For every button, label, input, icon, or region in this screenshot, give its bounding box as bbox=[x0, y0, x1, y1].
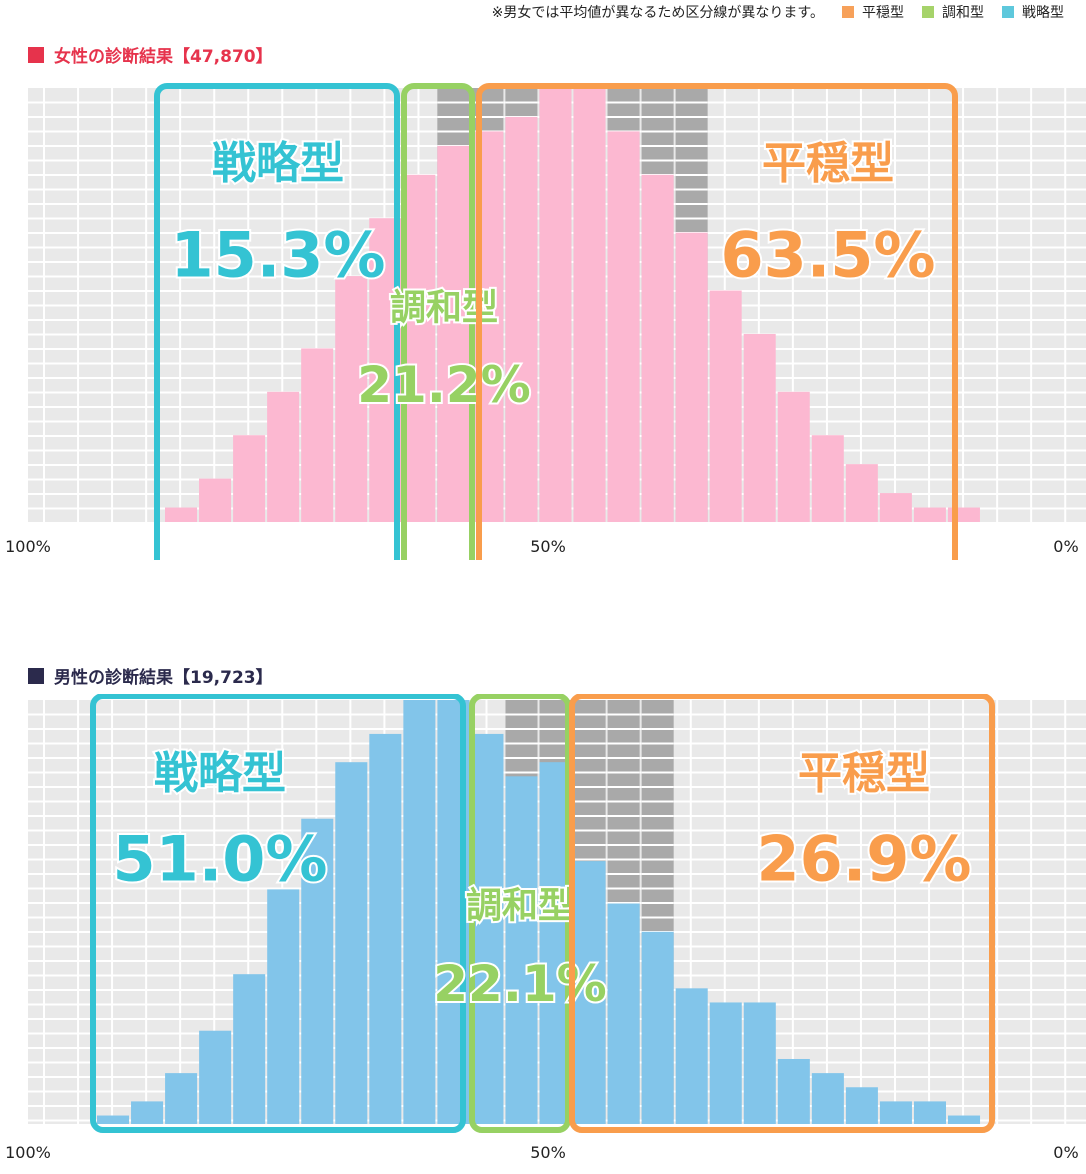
male-bar bbox=[675, 988, 708, 1124]
female-bar bbox=[811, 435, 844, 522]
legend-swatch-calm bbox=[842, 6, 854, 18]
female-bar bbox=[539, 88, 572, 522]
female-segment-type-calm: 平穏型 bbox=[762, 138, 894, 189]
male-histogram: 戦略型 51.0% 調和型 22.1% 平穏型 26.9% 100% 50% 0% bbox=[5, 694, 1086, 1162]
female-bar bbox=[675, 232, 708, 522]
male-x-tick-label: 100% bbox=[5, 1143, 51, 1162]
male-bar bbox=[948, 1115, 981, 1124]
male-bar bbox=[641, 931, 674, 1124]
male-bar bbox=[97, 1115, 130, 1124]
female-segment-type-strategy: 戦略型 bbox=[212, 138, 344, 189]
male-bar bbox=[607, 903, 640, 1124]
female-x-tick-label: 100% bbox=[5, 537, 51, 556]
female-segment-percent-strategy: 15.3% bbox=[170, 218, 385, 291]
female-bar bbox=[505, 116, 538, 522]
male-bar bbox=[233, 974, 266, 1124]
male-bar bbox=[845, 1087, 878, 1124]
male-segment-percent-calm: 26.9% bbox=[756, 822, 971, 895]
male-bar bbox=[811, 1073, 844, 1124]
legend-note: ※男女では平均値が異なるため区分線が異なります。 bbox=[491, 5, 824, 21]
female-title-square bbox=[28, 46, 44, 63]
male-segment-percent-strategy: 51.0% bbox=[112, 822, 327, 895]
female-segment-box-harmony bbox=[401, 83, 475, 560]
female-bar bbox=[233, 435, 266, 522]
legend-label-calm: 平穏型 bbox=[862, 5, 904, 21]
female-segment-percent-harmony: 21.2% bbox=[357, 356, 530, 414]
male-bar bbox=[267, 889, 300, 1124]
male-segment-percent-harmony: 22.1% bbox=[433, 955, 606, 1013]
legend: ※男女では平均値が異なるため区分線が異なります。 平穏型 調和型 戦略型 bbox=[492, 2, 1064, 22]
legend-swatch-strategy bbox=[1002, 6, 1014, 18]
female-bar bbox=[267, 391, 300, 522]
legend-swatch-harmony bbox=[922, 6, 934, 18]
female-bar bbox=[607, 131, 640, 522]
female-bar bbox=[743, 333, 776, 522]
female-segment-percent-calm: 63.5% bbox=[720, 218, 935, 291]
female-bar bbox=[199, 478, 232, 522]
male-bar bbox=[913, 1101, 946, 1124]
male-segment-box-harmony bbox=[469, 694, 571, 1133]
female-bar bbox=[777, 391, 810, 522]
female-chart-title-row: 女性の診断結果【47,870】 bbox=[28, 42, 273, 67]
male-segment-type-strategy: 戦略型 bbox=[154, 748, 286, 799]
male-title-square bbox=[28, 667, 44, 684]
male-bar bbox=[709, 1002, 742, 1124]
female-bar bbox=[165, 507, 198, 522]
male-bar bbox=[165, 1073, 198, 1124]
male-bar bbox=[573, 861, 606, 1124]
male-bar bbox=[131, 1101, 164, 1124]
female-segment-box-calm bbox=[476, 83, 958, 560]
male-bar bbox=[879, 1101, 912, 1124]
female-bar bbox=[403, 174, 436, 523]
male-bar bbox=[505, 776, 538, 1124]
male-bar bbox=[471, 733, 504, 1124]
male-x-tick-label: 50% bbox=[530, 1143, 566, 1162]
legend-label-strategy: 戦略型 bbox=[1022, 5, 1064, 21]
female-bar bbox=[709, 290, 742, 522]
legend-label-harmony: 調和型 bbox=[942, 5, 984, 21]
male-bar bbox=[301, 818, 334, 1124]
male-chart-title: 男性の診断結果【19,723】 bbox=[54, 668, 273, 688]
female-bar bbox=[879, 493, 912, 522]
female-chart-title: 女性の診断結果【47,870】 bbox=[54, 47, 273, 67]
female-bar bbox=[641, 174, 674, 523]
female-bar bbox=[913, 507, 946, 522]
female-bar bbox=[301, 348, 334, 522]
male-bar bbox=[335, 762, 368, 1124]
male-segment-type-calm: 平穏型 bbox=[798, 748, 930, 799]
male-bar bbox=[743, 1002, 776, 1124]
female-segment-box-strategy bbox=[154, 83, 400, 560]
female-bar bbox=[573, 88, 606, 522]
male-segment-type-harmony: 調和型 bbox=[466, 886, 574, 927]
male-segment-box-calm bbox=[569, 694, 995, 1133]
female-x-tick-label: 50% bbox=[530, 537, 566, 556]
female-bar bbox=[335, 276, 368, 522]
male-x-tick-label: 0% bbox=[1053, 1143, 1078, 1162]
male-segment-box-strategy bbox=[90, 694, 466, 1133]
male-bar bbox=[403, 700, 436, 1124]
female-bar bbox=[437, 145, 470, 522]
male-bar bbox=[777, 1058, 810, 1124]
male-bar bbox=[369, 733, 402, 1124]
male-bar bbox=[199, 1030, 232, 1124]
male-chart-title-row: 男性の診断結果【19,723】 bbox=[28, 663, 273, 688]
female-bar bbox=[845, 464, 878, 522]
female-x-tick-label: 0% bbox=[1053, 537, 1078, 556]
